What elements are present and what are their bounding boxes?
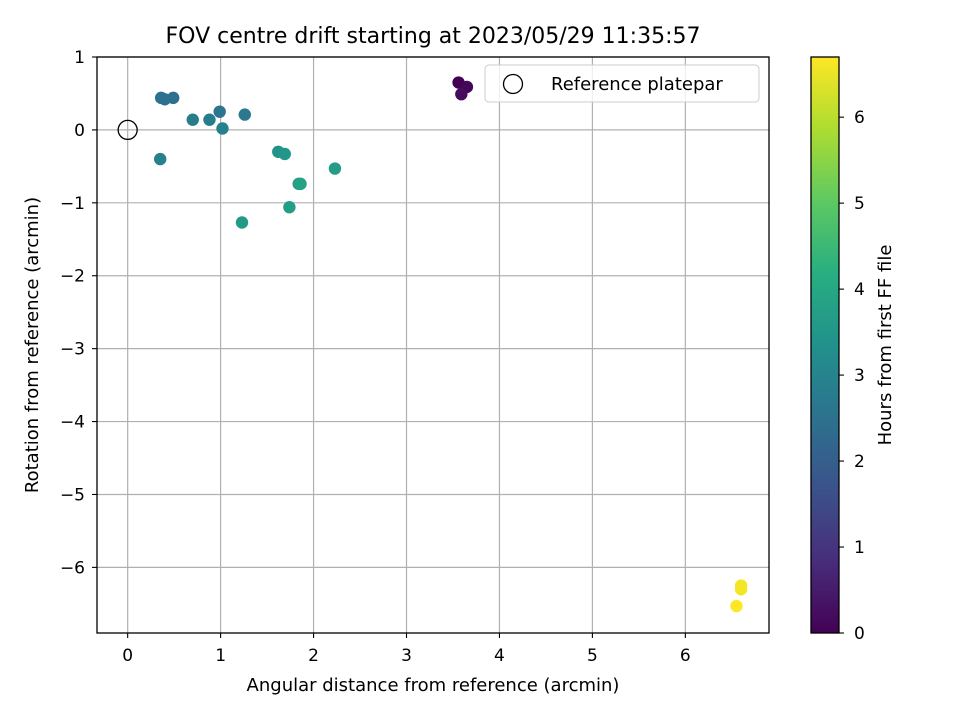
data-point <box>328 162 342 175</box>
legend-entry-label: Reference platepar <box>551 74 723 95</box>
data-point <box>186 113 199 126</box>
data-point <box>730 599 743 613</box>
colorbar-tick-label: 5 <box>854 194 865 214</box>
y-axis-label: Rotation from reference (arcmin) <box>22 197 43 493</box>
x-tick-label: 5 <box>587 646 598 666</box>
colorbar-tick-label: 3 <box>854 366 865 386</box>
y-tick-label: −4 <box>60 413 85 433</box>
legend: Reference platepar <box>484 64 760 103</box>
x-axis-label: Angular distance from reference (arcmin) <box>247 675 620 696</box>
legend-box <box>484 64 760 103</box>
y-tick-label: 0 <box>74 121 85 141</box>
x-tick-label: 1 <box>215 646 226 666</box>
x-tick-label: 3 <box>401 646 412 666</box>
y-tick-label: −5 <box>60 485 85 505</box>
data-point <box>238 108 251 121</box>
colorbar-tick-label: 6 <box>854 108 865 128</box>
data-point <box>216 122 229 135</box>
data-point <box>278 147 291 161</box>
data-point <box>203 113 216 126</box>
data-point <box>213 105 226 118</box>
data-point <box>734 583 748 596</box>
legend-reference-marker <box>502 73 524 95</box>
x-tick-label: 2 <box>308 646 319 666</box>
y-tick-label: −2 <box>60 267 85 287</box>
data-point <box>154 152 167 166</box>
colorbar-label: Hours from first FF file <box>875 245 896 446</box>
data-point <box>158 93 172 106</box>
grid-lines <box>97 56 769 633</box>
x-tick-label: 6 <box>680 646 691 666</box>
reference-platepar-marker <box>117 119 138 141</box>
colorbar-tick-label: 1 <box>854 538 865 558</box>
colorbar-ticks: 0 1 2 3 4 5 6 <box>839 108 865 644</box>
data-point <box>283 200 296 214</box>
data-point <box>294 177 307 191</box>
y-tick-label: 1 <box>74 48 85 68</box>
plot-frame <box>96 56 770 634</box>
chart-title: FOV centre drift starting at 2023/05/29 … <box>166 24 701 49</box>
x-tick-label: 0 <box>122 646 133 666</box>
colorbar-tick-label: 4 <box>854 280 865 300</box>
colorbar-gradient <box>810 56 840 634</box>
data-point <box>235 216 249 229</box>
x-tick-label: 4 <box>494 646 505 666</box>
colorbar-tick-label: 2 <box>854 452 865 472</box>
data-points <box>117 76 748 613</box>
y-tick-label: −6 <box>60 558 85 578</box>
axis-ticks: 0 1 2 3 4 5 6 1 0 −1 −2 −3 −4 −5 −6 <box>60 48 691 666</box>
data-point <box>455 87 468 101</box>
colorbar-tick-label: 0 <box>854 624 865 644</box>
y-tick-label: −1 <box>60 194 85 214</box>
y-tick-label: −3 <box>60 340 85 360</box>
colorbar: 0 1 2 3 4 5 6 Hours from first FF file <box>810 56 896 644</box>
